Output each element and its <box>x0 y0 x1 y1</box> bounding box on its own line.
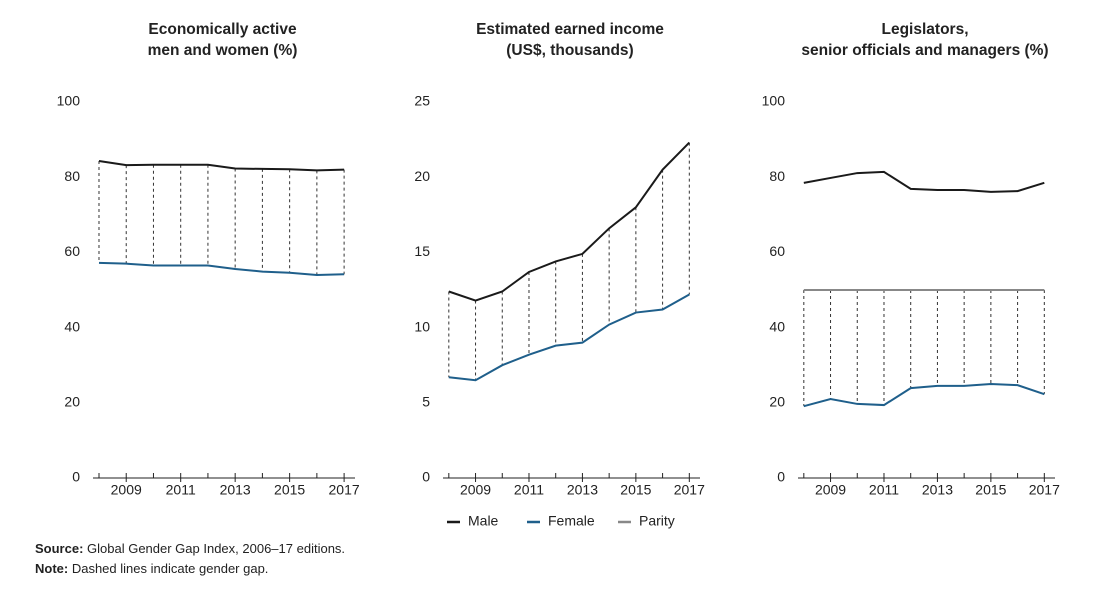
x-tick-label: 2017 <box>1029 482 1060 498</box>
y-tick-label: 25 <box>414 93 430 109</box>
x-tick-label: 2009 <box>815 482 846 498</box>
y-tick-label: 5 <box>422 394 430 410</box>
chart-title: (US$, thousands) <box>506 42 633 59</box>
x-tick-label: 2013 <box>567 482 598 498</box>
chart-title: senior officials and managers (%) <box>801 42 1048 59</box>
legend-label: Parity <box>639 513 675 529</box>
x-tick-label: 2013 <box>220 482 251 498</box>
series-line <box>803 170 1045 193</box>
series-line <box>98 261 345 276</box>
chart-title: Legislators, <box>882 21 969 38</box>
y-tick-label: 15 <box>414 243 430 259</box>
x-tick-label: 2017 <box>674 482 705 498</box>
x-tick-label: 2009 <box>111 482 142 498</box>
series-line <box>98 160 345 172</box>
y-tick-label: 40 <box>64 318 80 334</box>
y-tick-label: 10 <box>414 318 430 334</box>
legend-label: Female <box>548 513 595 529</box>
note-text: Dashed lines indicate gender gap. <box>68 561 268 576</box>
y-tick-label: 20 <box>769 394 785 410</box>
x-tick-label: 2017 <box>329 482 360 498</box>
note-label: Note: <box>35 561 68 576</box>
series-line <box>448 293 690 382</box>
y-tick-label: 0 <box>777 469 785 485</box>
note-text: Global Gender Gap Index, 2006–17 edition… <box>83 541 345 556</box>
chart-title: Estimated earned income <box>476 21 664 38</box>
x-tick-label: 2011 <box>869 482 899 498</box>
x-tick-label: 2013 <box>922 482 953 498</box>
y-tick-label: 20 <box>64 394 80 410</box>
y-tick-label: 0 <box>422 469 430 485</box>
y-tick-label: 60 <box>769 243 785 259</box>
x-tick-label: 2011 <box>166 482 196 498</box>
y-tick-label: 100 <box>57 93 81 109</box>
y-tick-label: 80 <box>769 168 785 184</box>
x-tick-label: 2015 <box>274 482 305 498</box>
y-tick-label: 40 <box>769 318 785 334</box>
chart-title: Economically active <box>148 21 297 38</box>
x-tick-label: 2011 <box>514 482 544 498</box>
y-tick-label: 100 <box>762 93 786 109</box>
source-note: Source: Global Gender Gap Index, 2006–17… <box>35 541 345 556</box>
series-line <box>448 141 691 302</box>
x-tick-label: 2015 <box>975 482 1006 498</box>
y-tick-label: 0 <box>72 469 80 485</box>
gap-note: Note: Dashed lines indicate gender gap. <box>35 561 268 576</box>
x-tick-label: 2015 <box>620 482 651 498</box>
y-tick-label: 60 <box>64 243 80 259</box>
note-label: Source: <box>35 541 83 556</box>
legend-label: Male <box>468 513 499 529</box>
y-tick-label: 80 <box>64 168 80 184</box>
chart-title: men and women (%) <box>148 42 298 59</box>
x-tick-label: 2009 <box>460 482 491 498</box>
series-line <box>803 382 1045 408</box>
y-tick-label: 20 <box>414 168 430 184</box>
